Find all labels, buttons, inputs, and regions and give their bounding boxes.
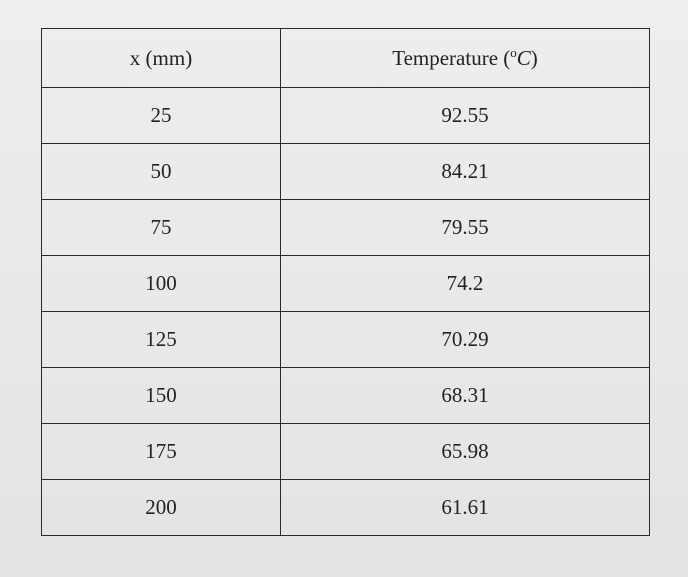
cell-x: 125 (41, 311, 281, 368)
cell-x: 100 (41, 255, 281, 312)
cell-x: 175 (41, 423, 281, 480)
cell-x: 50 (41, 143, 281, 200)
cell-x: 150 (41, 367, 281, 424)
cell-temperature: 70.29 (280, 311, 650, 368)
table-row: 100 74.2 (41, 255, 650, 312)
table-row: 50 84.21 (41, 143, 650, 200)
table-row: 25 92.55 (41, 87, 650, 144)
cell-temperature: 84.21 (280, 143, 650, 200)
cell-temperature: 74.2 (280, 255, 650, 312)
header-row: x (mm) Temperature (oC) (41, 28, 650, 88)
header-temperature: Temperature (oC) (280, 28, 650, 88)
cell-temperature: 68.31 (280, 367, 650, 424)
cell-x: 200 (41, 479, 281, 536)
temperature-table: x (mm) Temperature (oC) 25 92.55 50 84.2… (41, 28, 650, 536)
degree-symbol: o (510, 45, 517, 60)
table-row: 175 65.98 (41, 423, 650, 480)
header-x: x (mm) (41, 28, 281, 88)
cell-x: 75 (41, 199, 281, 256)
table-row: 75 79.55 (41, 199, 650, 256)
cell-temperature: 79.55 (280, 199, 650, 256)
header-temperature-prefix: Temperature ( (392, 46, 511, 70)
cell-temperature: 61.61 (280, 479, 650, 536)
table-row: 200 61.61 (41, 479, 650, 536)
table-body: 25 92.55 50 84.21 75 79.55 100 74.2 125 … (41, 87, 650, 536)
header-temperature-suffix: ) (530, 46, 538, 70)
table-header: x (mm) Temperature (oC) (41, 28, 650, 88)
header-temperature-unit: C (516, 46, 531, 70)
cell-temperature: 65.98 (280, 423, 650, 480)
table-row: 125 70.29 (41, 311, 650, 368)
cell-temperature: 92.55 (280, 87, 650, 144)
cell-x: 25 (41, 87, 281, 144)
table-row: 150 68.31 (41, 367, 650, 424)
